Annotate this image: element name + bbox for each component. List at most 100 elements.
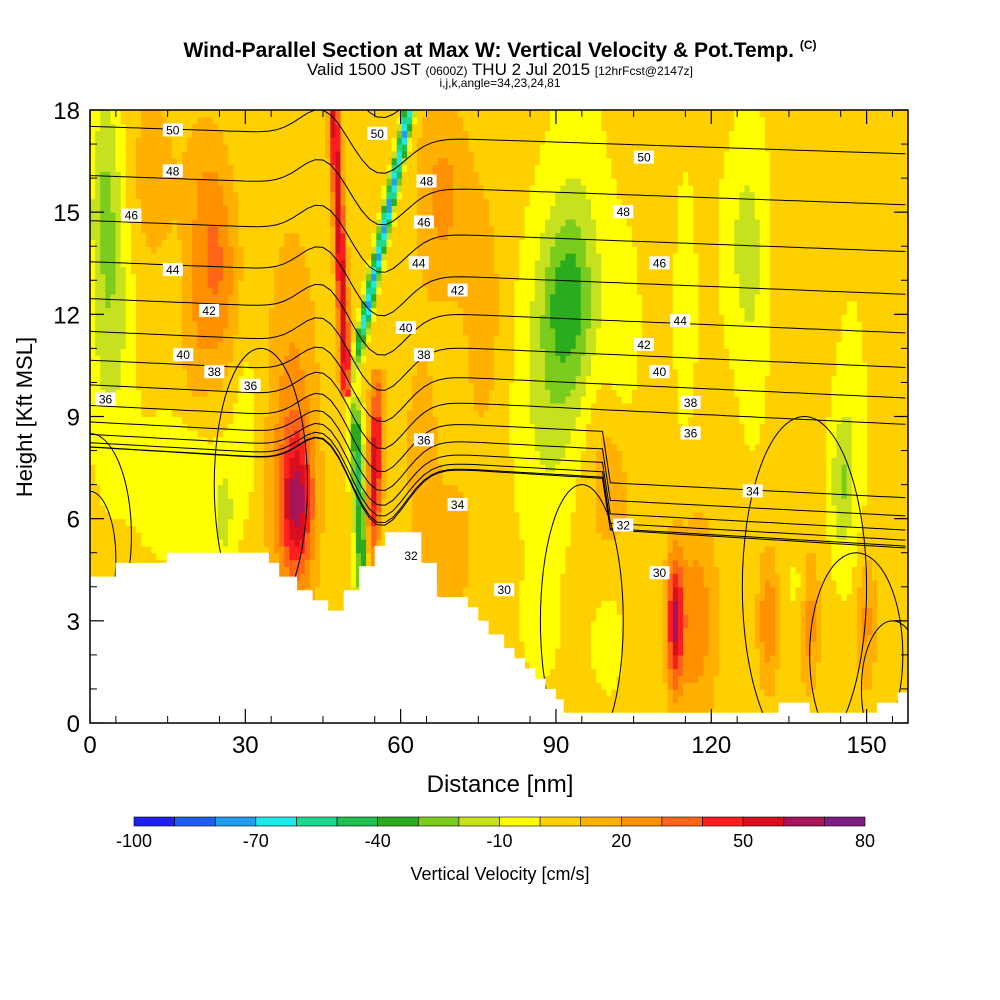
field-cell bbox=[366, 470, 372, 479]
field-cell bbox=[550, 389, 572, 397]
field-cell bbox=[683, 634, 710, 642]
field-cell bbox=[550, 307, 582, 315]
field-cell bbox=[775, 648, 781, 656]
field-cell bbox=[596, 341, 643, 349]
field-cell bbox=[667, 593, 674, 601]
field-cell bbox=[744, 430, 761, 438]
field-cell bbox=[417, 239, 495, 247]
field-cell bbox=[371, 532, 377, 540]
field-cell bbox=[734, 218, 761, 227]
field-cell bbox=[350, 280, 362, 288]
field-cell bbox=[499, 307, 515, 315]
field-cell bbox=[514, 457, 541, 465]
field-cell bbox=[360, 423, 367, 431]
field-cell bbox=[759, 566, 776, 574]
svg-text:42: 42 bbox=[637, 338, 651, 352]
field-cell bbox=[141, 396, 239, 404]
field-cell bbox=[355, 368, 362, 377]
field-cell bbox=[545, 130, 607, 138]
field-cell bbox=[340, 362, 352, 370]
field-cell bbox=[713, 532, 827, 540]
field-cell bbox=[376, 450, 383, 458]
field-cell bbox=[580, 225, 597, 234]
field-cell bbox=[519, 259, 536, 268]
field-cell bbox=[345, 178, 388, 186]
field-cell bbox=[381, 368, 388, 377]
field-cell bbox=[769, 253, 908, 261]
theta-contour-loop bbox=[90, 490, 117, 629]
x-tick-label: 30 bbox=[232, 732, 259, 759]
field-cell bbox=[125, 191, 137, 200]
field-cell bbox=[631, 389, 679, 397]
field-cell bbox=[335, 293, 342, 302]
field-cell bbox=[764, 130, 908, 138]
field-cell bbox=[381, 225, 388, 234]
field-cell bbox=[831, 375, 868, 384]
field-cell bbox=[693, 246, 720, 254]
field-cell bbox=[136, 334, 183, 343]
field-cell bbox=[345, 416, 352, 424]
theta-contour-label: 30 bbox=[649, 566, 670, 580]
field-cell bbox=[391, 218, 398, 227]
field-cell bbox=[672, 293, 699, 302]
field-cell bbox=[325, 116, 331, 125]
field-cell bbox=[360, 389, 367, 397]
field-cell bbox=[452, 218, 490, 227]
field-cell bbox=[366, 280, 372, 288]
field-cell bbox=[396, 171, 403, 179]
field-cell bbox=[182, 280, 193, 288]
field-cell bbox=[371, 232, 377, 241]
field-cell bbox=[320, 389, 342, 397]
field-cell bbox=[759, 675, 776, 683]
field-cell bbox=[309, 559, 321, 567]
field-cell bbox=[314, 498, 326, 506]
field-cell bbox=[591, 409, 679, 418]
field-cell bbox=[534, 430, 572, 438]
field-cell bbox=[314, 450, 326, 458]
field-cell bbox=[580, 470, 597, 479]
field-cell bbox=[110, 300, 127, 309]
field-cell bbox=[509, 382, 531, 390]
field-cell bbox=[851, 477, 868, 486]
field-cell bbox=[468, 505, 515, 513]
field-cell bbox=[769, 341, 838, 349]
field-cell bbox=[120, 184, 127, 193]
field-cell bbox=[95, 157, 117, 166]
field-cell bbox=[529, 198, 556, 206]
field-cell bbox=[509, 416, 531, 424]
field-cell bbox=[841, 321, 863, 329]
field-cell bbox=[222, 266, 234, 275]
field-cell bbox=[253, 375, 270, 384]
field-cell bbox=[309, 450, 316, 458]
field-cell bbox=[187, 382, 224, 390]
field-cell bbox=[284, 362, 301, 370]
field-cell bbox=[509, 396, 531, 404]
field-cell bbox=[90, 232, 101, 241]
field-cell bbox=[90, 307, 96, 315]
colorbar-swatch bbox=[417, 816, 460, 827]
field-cell bbox=[422, 266, 495, 275]
field-cell bbox=[335, 212, 342, 220]
field-cell bbox=[335, 327, 342, 336]
field-cell bbox=[366, 402, 372, 411]
field-cell bbox=[228, 525, 244, 533]
field-cell bbox=[381, 457, 388, 465]
field-cell bbox=[529, 191, 556, 200]
field-cell bbox=[386, 212, 393, 220]
field-cell bbox=[412, 144, 418, 152]
field-cell bbox=[141, 402, 234, 411]
field-cell bbox=[100, 232, 117, 241]
field-cell bbox=[340, 355, 347, 363]
field-cell bbox=[320, 443, 347, 452]
colorbar-tick-label: 80 bbox=[855, 831, 875, 851]
field-cell bbox=[759, 287, 771, 295]
colorbar-swatch bbox=[702, 816, 744, 827]
field-cell bbox=[304, 416, 311, 424]
field-cell bbox=[861, 614, 873, 622]
field-cell bbox=[350, 368, 357, 377]
field-cell bbox=[161, 239, 183, 247]
field-cell bbox=[708, 641, 720, 649]
field-cell bbox=[841, 464, 848, 472]
field-cell bbox=[355, 355, 362, 363]
field-cell bbox=[279, 375, 306, 384]
